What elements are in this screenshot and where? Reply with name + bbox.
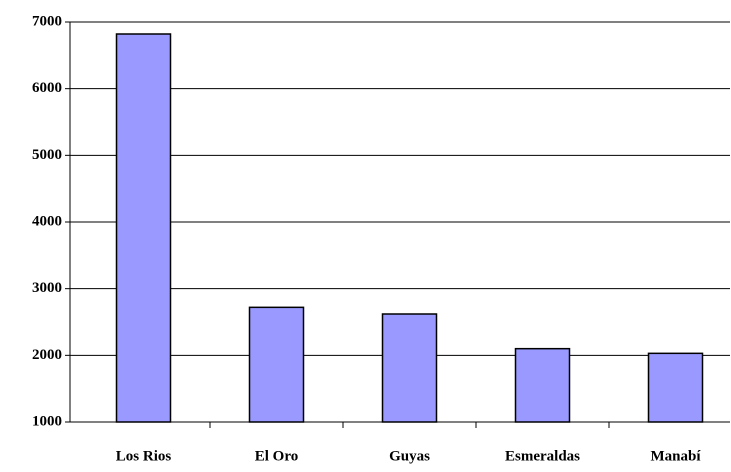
x-tick-label: El Oro bbox=[255, 448, 298, 464]
y-tick-label: 4000 bbox=[32, 213, 62, 229]
x-tick-label: Manabí bbox=[650, 448, 701, 464]
y-tick-label: 6000 bbox=[32, 80, 62, 96]
x-tick-label: Los Rios bbox=[116, 448, 172, 464]
x-tick-label: Esmeraldas bbox=[505, 448, 580, 464]
y-tick-label: 2000 bbox=[32, 347, 62, 363]
y-tick-label: 3000 bbox=[32, 280, 62, 296]
bar bbox=[647, 352, 704, 423]
bar bbox=[514, 347, 571, 423]
y-tick-label: 5000 bbox=[32, 147, 62, 163]
y-tick-label: 1000 bbox=[32, 413, 62, 429]
bar bbox=[248, 306, 305, 423]
y-tick-label: 7000 bbox=[32, 13, 62, 29]
bar bbox=[381, 313, 438, 423]
bar bbox=[115, 33, 172, 423]
x-tick-label: Guyas bbox=[389, 448, 430, 464]
